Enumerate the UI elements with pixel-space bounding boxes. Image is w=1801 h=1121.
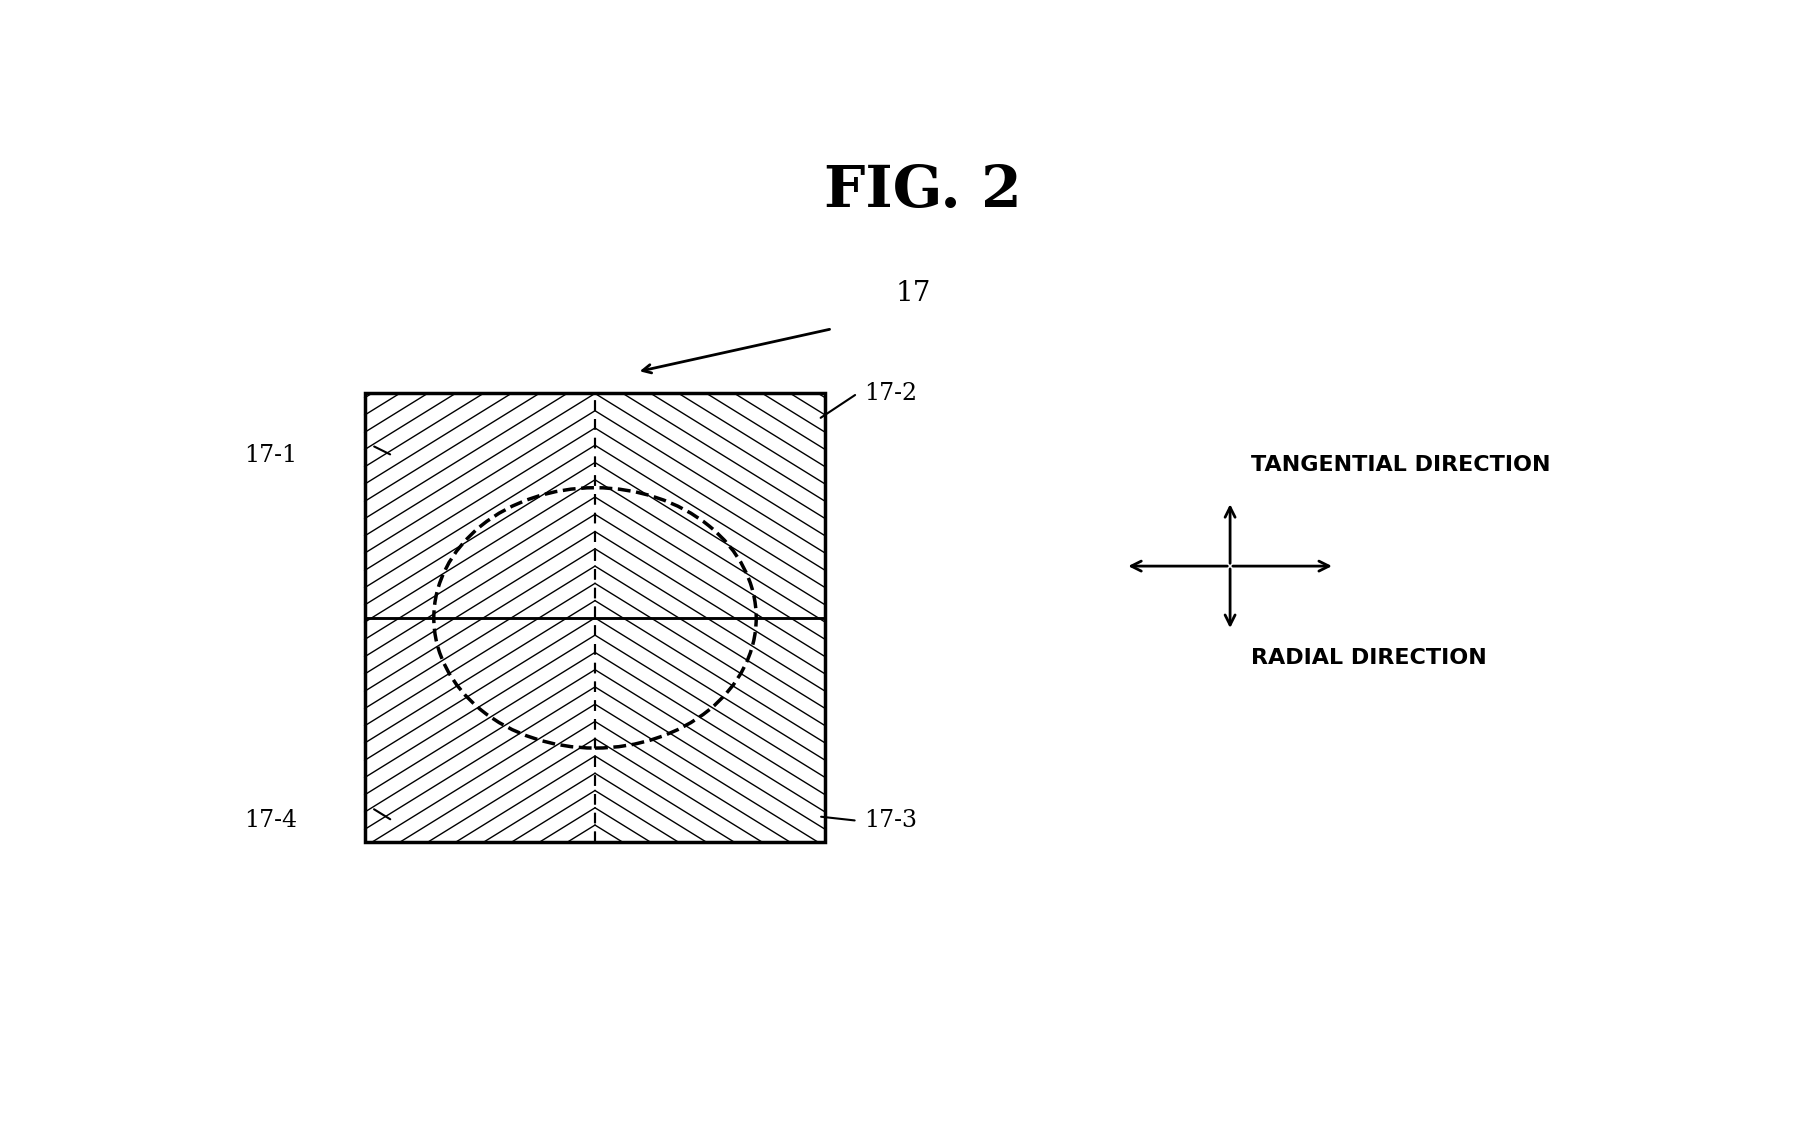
Text: FIG. 2: FIG. 2 (825, 163, 1021, 219)
Text: 17-4: 17-4 (245, 809, 297, 832)
Text: 17-3: 17-3 (864, 809, 917, 832)
Text: 17-2: 17-2 (864, 382, 917, 405)
Text: 17-1: 17-1 (245, 444, 297, 467)
Text: 17: 17 (895, 280, 931, 307)
Text: RADIAL DIRECTION: RADIAL DIRECTION (1252, 648, 1488, 668)
Bar (366, 393, 825, 842)
Text: TANGENTIAL DIRECTION: TANGENTIAL DIRECTION (1252, 455, 1551, 475)
Bar (366, 393, 825, 842)
